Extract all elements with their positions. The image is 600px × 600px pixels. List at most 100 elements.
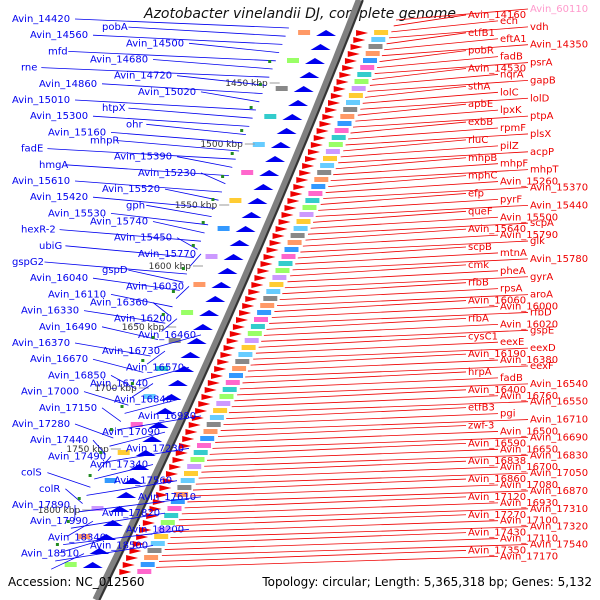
tick-marker	[201, 221, 205, 224]
feature-band	[302, 205, 317, 210]
tick-marker	[249, 106, 253, 109]
gene-connector-left	[51, 553, 85, 570]
feature-band	[177, 485, 192, 490]
gene-connector-left	[110, 213, 209, 226]
gene-connector-right	[269, 312, 529, 324]
gene-label-right: Avin_17270	[468, 510, 526, 521]
gene-label-left: htpX	[102, 103, 126, 114]
genome-stats-footer: Topology: circular; Length: 5,365,318 bp…	[262, 575, 592, 589]
gene-connector-left	[131, 383, 154, 398]
gene-connector-right	[201, 460, 467, 473]
forward-strand-arrow	[339, 72, 352, 78]
gene-label-right: mhpT	[530, 165, 559, 176]
gene-label-left: Avin_16040	[30, 273, 88, 284]
feature-band	[284, 247, 299, 252]
feature-band	[241, 345, 256, 350]
feature-band	[368, 44, 383, 49]
forward-strand-arrow	[242, 303, 255, 309]
feature-band	[272, 275, 287, 280]
gene-connector-right	[178, 508, 529, 521]
reverse-strand-arrow	[316, 30, 337, 36]
feature-band-outer	[275, 86, 288, 91]
forward-strand-arrow	[263, 254, 276, 260]
gene-label-left: Avin_14420	[12, 14, 70, 25]
gene-label-left: Avin_17890	[12, 500, 70, 511]
feature-band-outer	[168, 338, 181, 343]
forward-strand-arrow	[266, 247, 279, 253]
gene-label-right: Avin_17100	[500, 516, 558, 527]
gene-label-right: rpmF	[500, 123, 526, 134]
feature-band	[351, 86, 366, 91]
feature-band	[363, 58, 377, 63]
gene-connector-left	[117, 415, 202, 431]
gene-connector-left	[66, 520, 94, 537]
feature-band	[340, 114, 355, 119]
gene-label-left: gspD	[102, 265, 128, 276]
gene-connector-right	[343, 139, 467, 152]
gene-label-left: Avin_17280	[12, 419, 70, 430]
gene-label-left: Avin_15420	[30, 192, 88, 203]
feature-band	[193, 450, 208, 455]
gene-label-right: Avin_16380	[500, 355, 558, 366]
forward-strand-arrow	[236, 317, 249, 323]
feature-band	[371, 37, 386, 42]
gene-label-right: Avin_17050	[530, 468, 588, 479]
gene-label-left: Avin_17560	[114, 476, 172, 487]
gene-label-right: apbE	[468, 99, 493, 110]
gene-label-left: Avin_16360	[90, 298, 148, 309]
reverse-strand-arrow	[288, 100, 309, 106]
gene-label-left: rne	[21, 63, 37, 74]
forward-strand-arrow	[287, 198, 300, 204]
forward-strand-arrow	[217, 359, 230, 365]
feature-band	[343, 107, 358, 112]
length-value: 5,365,318 bp	[423, 575, 504, 589]
scale-label: 1750 kbp	[66, 445, 109, 455]
gene-connector-right	[187, 490, 529, 503]
gene-connector-left	[65, 488, 83, 504]
gene-connector-right	[313, 210, 467, 223]
reverse-strand-arrow	[229, 240, 250, 246]
gene-connector-left	[200, 172, 226, 185]
gene-connector-right	[261, 329, 529, 342]
forward-strand-arrow	[316, 128, 329, 134]
feature-band	[278, 261, 293, 266]
feature-band-outer	[130, 422, 143, 427]
forward-strand-arrow	[198, 401, 211, 407]
gene-connector-right	[215, 431, 499, 443]
reverse-strand-arrow	[155, 408, 176, 414]
gene-label-left: Avin_18340	[48, 532, 106, 543]
feature-band	[320, 163, 335, 168]
gene-label-right: mhpB	[468, 153, 497, 164]
gene-label-right: Avin_16020	[500, 319, 558, 330]
gene-label-left: gph	[126, 200, 145, 211]
feature-band	[203, 429, 218, 434]
reverse-strand-arrow	[235, 226, 256, 232]
gene-connector-left	[83, 391, 129, 406]
gene-label-right: Avin_17310	[530, 504, 588, 515]
forward-strand-arrow	[159, 485, 172, 491]
gene-connector-left	[128, 26, 286, 37]
feature-band	[365, 51, 380, 56]
gene-label-right: cysC1	[468, 331, 498, 342]
gene-connector-right	[266, 318, 467, 330]
gene-connector-left	[47, 148, 236, 160]
gene-label-right: exbB	[468, 117, 493, 128]
gene-label-right: queF	[468, 206, 493, 217]
reverse-strand-arrow	[282, 114, 303, 120]
gene-connector-left	[146, 123, 246, 135]
tick-marker	[258, 83, 262, 86]
reverse-strand-arrow	[253, 184, 274, 190]
gene-label-left: Avin_16570	[126, 362, 184, 373]
accession-footer: Accession: NC_012560	[8, 575, 145, 589]
forward-strand-arrow	[239, 310, 252, 316]
forward-strand-arrow	[344, 58, 357, 64]
reverse-strand-arrow	[199, 310, 220, 316]
gene-label-left: Avin_14680	[90, 55, 148, 66]
gene-connector-right	[279, 288, 499, 301]
gene-label-right: plsX	[530, 129, 551, 140]
gene-label-left: Avin_17440	[30, 435, 88, 446]
feature-band-outer	[181, 310, 194, 315]
feature-band	[299, 212, 314, 217]
feature-band	[325, 149, 340, 154]
topology-label: Topology:	[262, 575, 319, 589]
